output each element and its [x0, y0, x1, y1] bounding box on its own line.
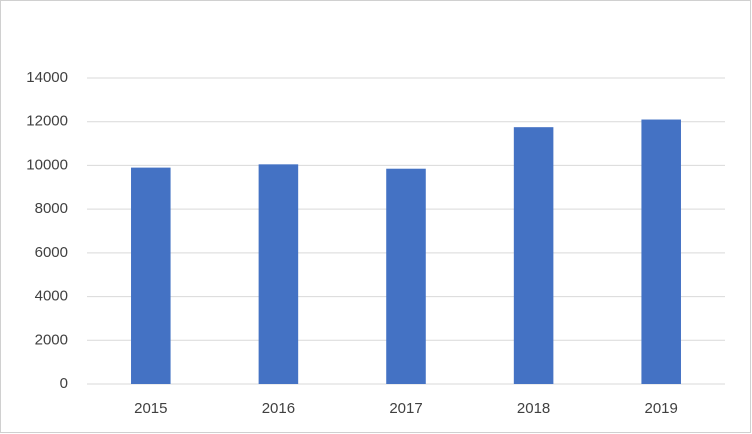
x-tick-label: 2017: [389, 400, 422, 417]
y-tick-label: 14000: [26, 69, 68, 86]
y-tick-label: 0: [60, 375, 68, 392]
bar: [131, 167, 171, 384]
y-tick-label: 2000: [35, 331, 68, 348]
x-tick-label: 2015: [134, 400, 167, 417]
x-tick-label: 2019: [645, 400, 678, 417]
bar: [386, 168, 426, 384]
x-tick-label: 2018: [517, 400, 550, 417]
bar: [513, 127, 554, 384]
y-tick-label: 6000: [35, 244, 68, 261]
x-tick-label: 2016: [262, 400, 295, 417]
y-tick-label: 10000: [26, 156, 68, 173]
y-tick-label: 12000: [26, 113, 68, 130]
bar: [641, 119, 681, 385]
y-tick-label: 4000: [35, 288, 68, 305]
y-tick-label: 8000: [35, 200, 68, 217]
bar: [258, 164, 299, 384]
